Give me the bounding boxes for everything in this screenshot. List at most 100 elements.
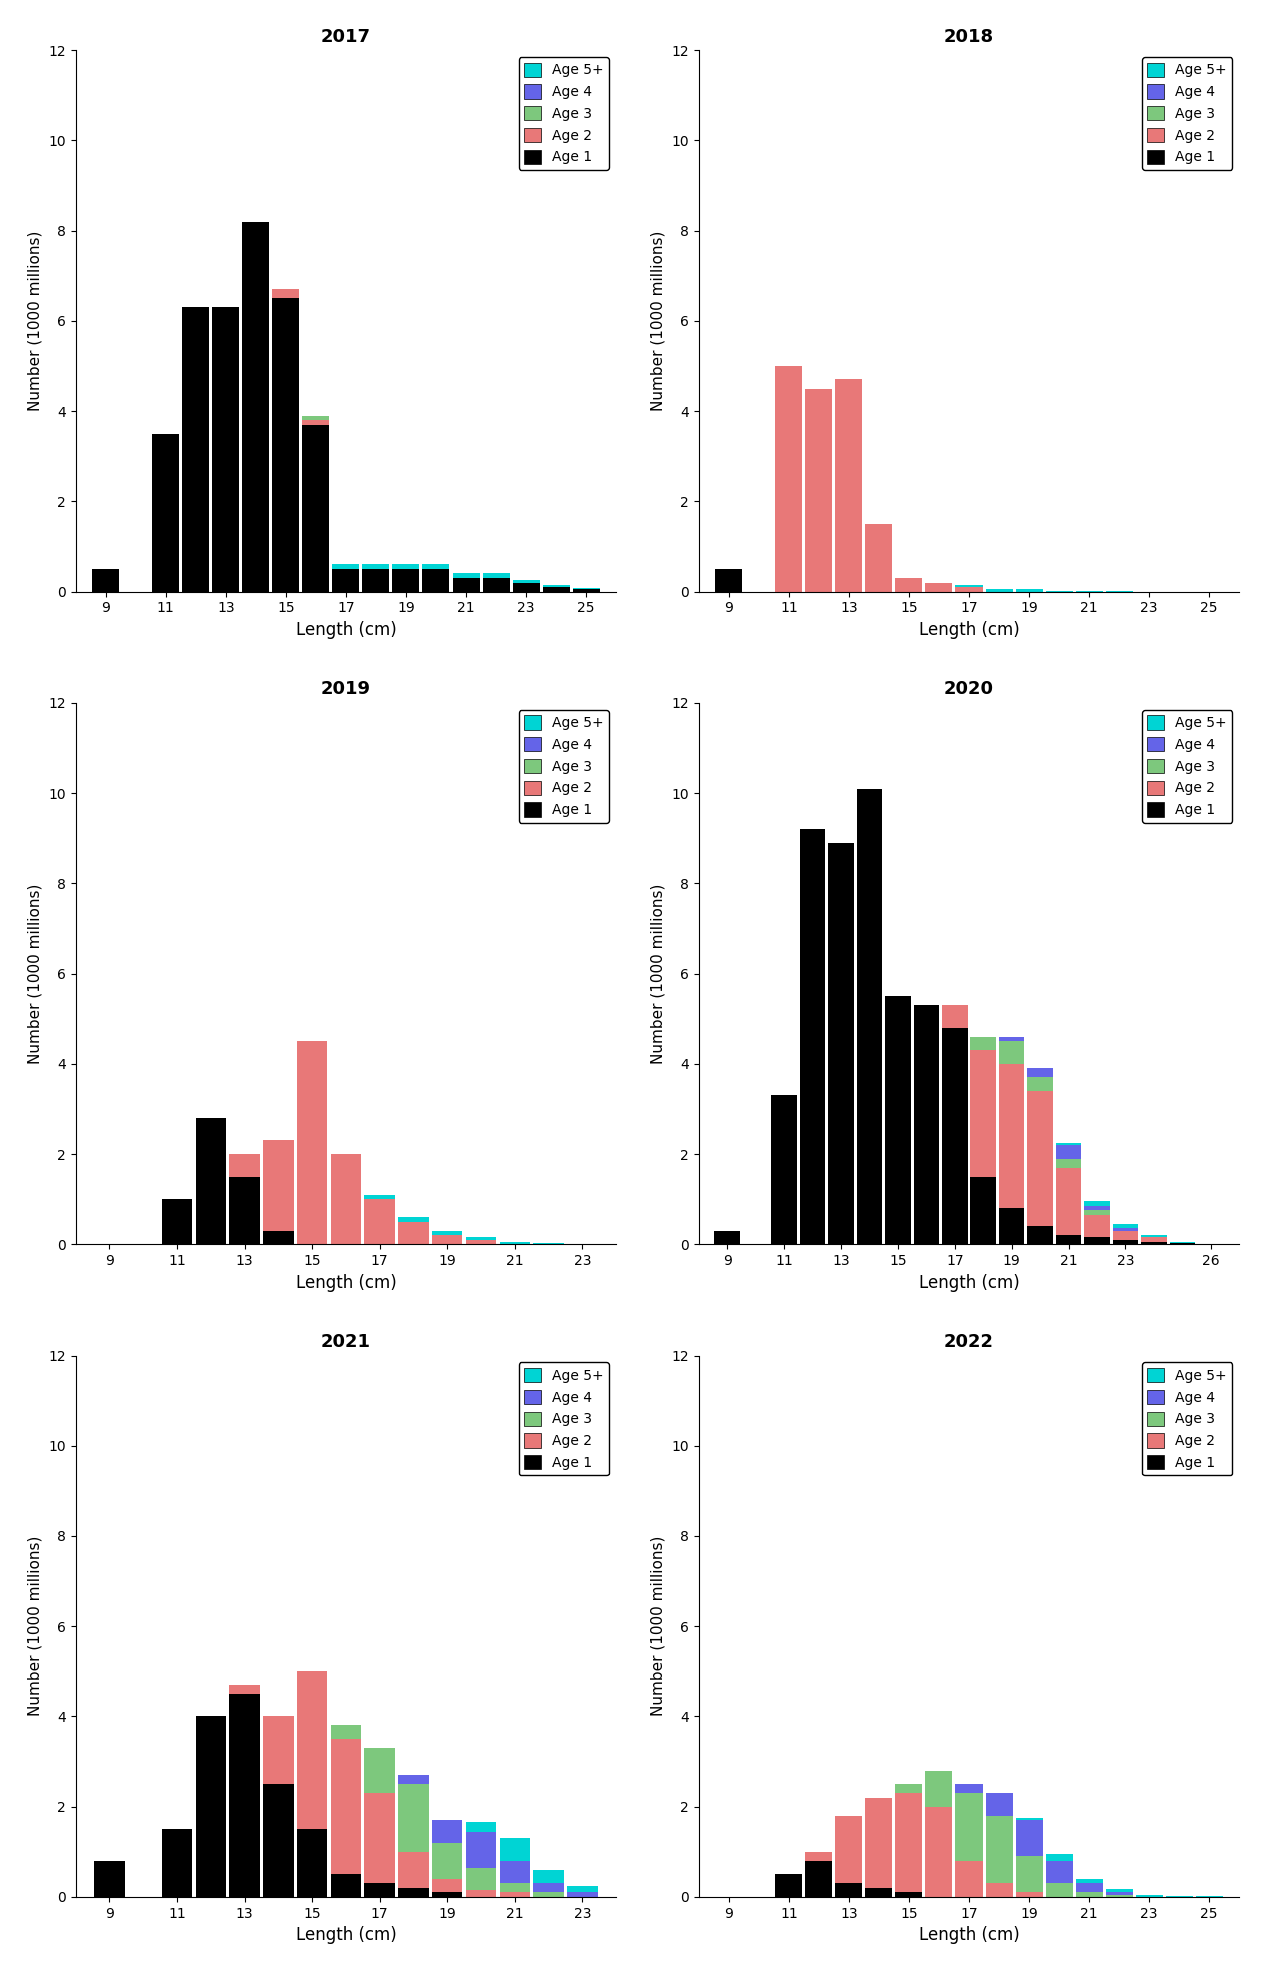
Bar (466, 1822, 497, 1832)
Y-axis label: Number (1000 millions): Number (1000 millions) (651, 231, 666, 410)
Bar (432, 1820, 462, 1842)
Bar (1055, 1167, 1081, 1234)
Bar (1055, 1234, 1081, 1244)
Bar (1028, 1077, 1053, 1091)
Bar (998, 1037, 1025, 1041)
Bar (499, 1838, 530, 1862)
Bar (806, 388, 832, 592)
Bar (331, 1873, 361, 1897)
Bar (1076, 1883, 1102, 1893)
Bar (195, 1716, 226, 1897)
Bar (971, 1177, 996, 1244)
Y-axis label: Number (1000 millions): Number (1000 millions) (28, 231, 43, 410)
Bar (393, 564, 419, 570)
Bar (264, 1785, 294, 1897)
Bar (466, 1867, 497, 1891)
Y-axis label: Number (1000 millions): Number (1000 millions) (651, 1536, 666, 1716)
Bar (1028, 1091, 1053, 1227)
Bar (331, 1726, 361, 1739)
Bar (1085, 1238, 1110, 1244)
Bar (452, 574, 479, 578)
Bar (296, 1672, 327, 1830)
Bar (568, 1893, 598, 1897)
Bar (195, 1118, 226, 1244)
Bar (1112, 1240, 1138, 1244)
Legend: Age 5+, Age 4, Age 3, Age 2, Age 1: Age 5+, Age 4, Age 3, Age 2, Age 1 (518, 1363, 609, 1475)
Bar (955, 1785, 982, 1793)
Bar (162, 1199, 193, 1244)
Bar (499, 1893, 530, 1897)
Bar (1045, 1854, 1073, 1862)
Bar (432, 1842, 462, 1879)
Bar (398, 1223, 428, 1244)
Bar (998, 1063, 1025, 1209)
Bar (896, 578, 922, 592)
Bar (365, 1747, 395, 1793)
Bar (466, 1238, 497, 1240)
Bar (865, 1798, 892, 1887)
X-axis label: Length (cm): Length (cm) (295, 1274, 397, 1292)
Bar (513, 582, 540, 592)
Bar (1135, 1895, 1163, 1897)
Bar (986, 1883, 1012, 1897)
Bar (466, 1832, 497, 1867)
Bar (398, 1785, 428, 1852)
Bar (362, 564, 389, 570)
Bar (362, 570, 389, 592)
Title: 2020: 2020 (944, 680, 995, 698)
X-axis label: Length (cm): Length (cm) (919, 621, 1020, 639)
Bar (1085, 1215, 1110, 1238)
Bar (393, 570, 419, 592)
Bar (365, 1793, 395, 1883)
Bar (896, 1893, 922, 1897)
Bar (829, 842, 854, 1244)
Bar (499, 1242, 530, 1244)
Bar (1055, 1142, 1081, 1146)
Bar (865, 1887, 892, 1897)
Bar (398, 1852, 428, 1887)
Bar (542, 588, 570, 592)
Bar (1085, 1207, 1110, 1211)
Bar (229, 1684, 260, 1694)
Bar (772, 1094, 797, 1244)
Bar (466, 1891, 497, 1897)
Legend: Age 5+, Age 4, Age 3, Age 2, Age 1: Age 5+, Age 4, Age 3, Age 2, Age 1 (518, 710, 609, 822)
Bar (986, 1793, 1012, 1816)
Bar (242, 221, 270, 592)
X-axis label: Length (cm): Length (cm) (295, 1927, 397, 1944)
Bar (998, 1209, 1025, 1244)
Bar (1142, 1234, 1167, 1238)
Bar (296, 1830, 327, 1897)
Y-axis label: Number (1000 millions): Number (1000 millions) (28, 1536, 43, 1716)
Bar (94, 1862, 124, 1897)
Bar (971, 1051, 996, 1177)
Bar (398, 1217, 428, 1223)
Bar (365, 1195, 395, 1199)
Bar (229, 1154, 260, 1177)
Bar (303, 420, 329, 424)
Bar (1016, 1856, 1043, 1893)
X-axis label: Length (cm): Length (cm) (919, 1927, 1020, 1944)
Bar (542, 586, 570, 588)
Bar (365, 1199, 395, 1244)
Bar (1028, 1069, 1053, 1077)
Bar (331, 1739, 361, 1873)
Bar (264, 1231, 294, 1244)
Bar (272, 290, 299, 298)
Bar (806, 1862, 832, 1897)
Bar (1106, 1895, 1133, 1897)
Legend: Age 5+, Age 4, Age 3, Age 2, Age 1: Age 5+, Age 4, Age 3, Age 2, Age 1 (1142, 1363, 1233, 1475)
Bar (452, 578, 479, 592)
Bar (264, 1716, 294, 1785)
Bar (1142, 1242, 1167, 1244)
Bar (914, 1006, 939, 1244)
Title: 2018: 2018 (944, 28, 995, 45)
Bar (716, 570, 742, 592)
Bar (513, 580, 540, 582)
Bar (1016, 1818, 1043, 1820)
Bar (229, 1177, 260, 1244)
Bar (483, 578, 509, 592)
Bar (955, 1862, 982, 1897)
Bar (432, 1893, 462, 1897)
Bar (1106, 1889, 1133, 1893)
